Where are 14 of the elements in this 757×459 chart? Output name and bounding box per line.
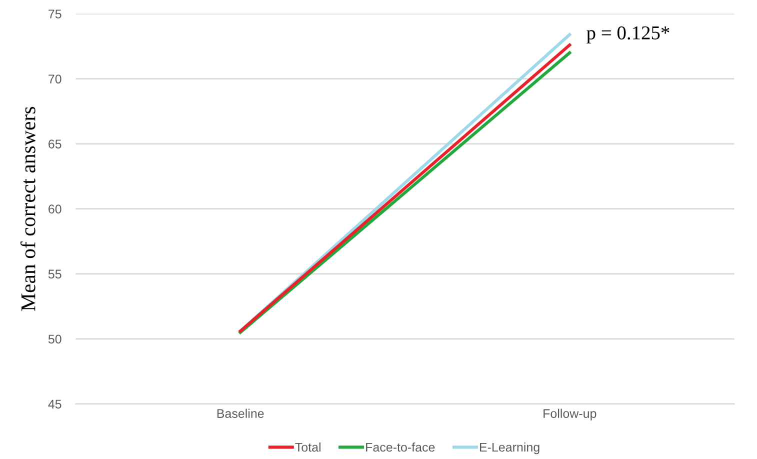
y-tick-label: 45: [48, 400, 62, 409]
legend-label: Total: [295, 442, 320, 452]
y-tick-label: 55: [48, 270, 62, 279]
legend-label: E-Learning: [480, 442, 540, 454]
x-tick-label: Follow-up: [544, 408, 596, 420]
y-tick-label: 60: [48, 204, 62, 214]
x-tick-label: Baseline: [217, 408, 264, 418]
y-tick-label: 75: [48, 10, 62, 18]
y-axis-title: Mean of correct answers: [20, 106, 36, 311]
annotation: p = 0.125*: [586, 26, 670, 44]
y-tick-label: 50: [48, 334, 62, 344]
legend-label: Face-to-face: [366, 442, 435, 452]
y-tick-label: 65: [48, 140, 62, 148]
y-tick-label: 70: [48, 74, 62, 84]
